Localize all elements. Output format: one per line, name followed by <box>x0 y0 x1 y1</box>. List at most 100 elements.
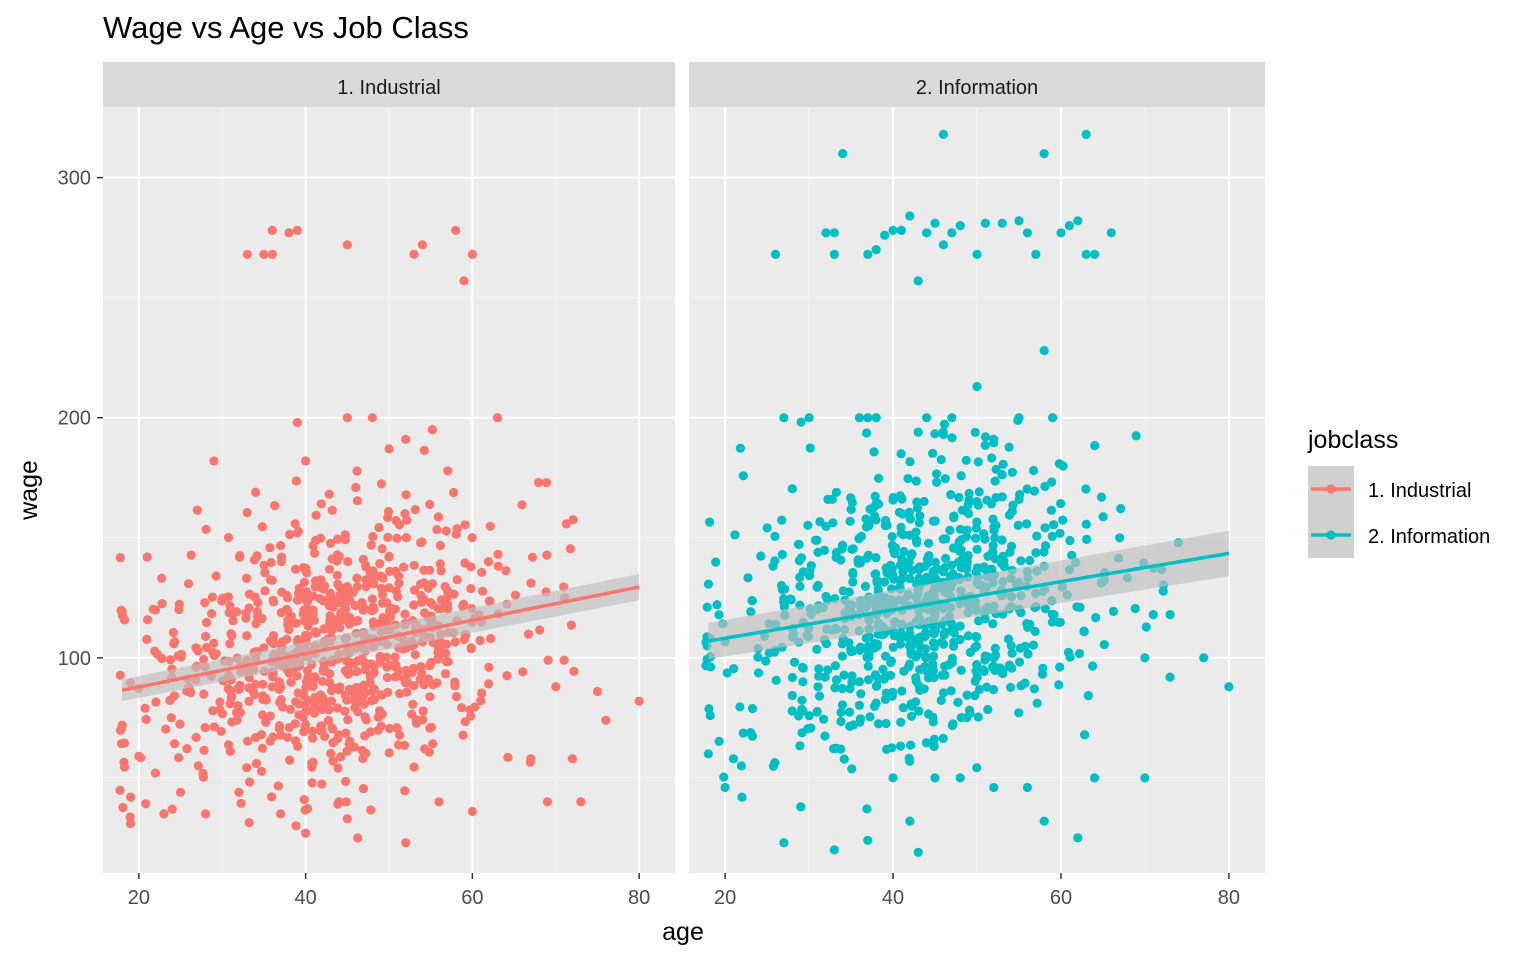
data-point <box>946 625 956 636</box>
data-point <box>869 447 879 457</box>
data-point <box>947 433 957 443</box>
data-point <box>409 762 419 772</box>
data-point <box>998 668 1008 679</box>
data-point <box>283 732 293 743</box>
data-point <box>873 719 884 729</box>
data-point <box>837 544 847 554</box>
data-point <box>973 712 983 722</box>
data-point <box>542 550 552 560</box>
data-point <box>888 687 898 698</box>
data-point <box>911 673 921 683</box>
data-point <box>441 526 451 536</box>
data-point <box>275 678 285 688</box>
data-point <box>251 758 261 769</box>
data-point <box>1007 663 1017 673</box>
data-point <box>714 610 724 620</box>
data-point <box>317 721 327 731</box>
data-point <box>905 457 915 467</box>
data-point <box>848 569 858 579</box>
data-point <box>965 647 975 658</box>
data-point <box>343 556 353 567</box>
data-point <box>225 639 235 649</box>
data-point <box>940 670 950 680</box>
data-point <box>1040 481 1050 491</box>
data-point <box>837 683 847 694</box>
data-point <box>1082 534 1092 545</box>
data-point <box>167 804 177 814</box>
data-point <box>324 677 334 687</box>
legend-entry-label: 2. Information <box>1368 526 1490 548</box>
data-point <box>929 741 939 752</box>
data-point <box>938 429 949 440</box>
data-point <box>770 531 780 542</box>
data-point <box>367 594 377 604</box>
data-point <box>451 225 461 235</box>
data-point <box>384 723 395 734</box>
data-point <box>705 710 715 721</box>
data-point <box>796 417 806 427</box>
data-point <box>730 530 740 540</box>
y-tick-label: 100 <box>58 648 91 670</box>
chart-title: Wage vs Age vs Job Class <box>103 10 469 45</box>
data-point <box>779 413 789 423</box>
data-point <box>838 149 848 159</box>
data-point <box>234 787 244 797</box>
data-point <box>1022 228 1032 238</box>
data-point <box>225 699 235 709</box>
data-point <box>291 821 301 831</box>
data-point <box>1037 669 1048 679</box>
data-point <box>1014 413 1024 423</box>
data-point <box>191 643 201 653</box>
data-point <box>435 559 445 569</box>
facet-strip <box>689 62 1265 107</box>
data-point <box>350 616 360 626</box>
data-point <box>260 567 270 578</box>
data-point <box>896 528 906 538</box>
data-point <box>199 689 209 699</box>
data-point <box>1039 345 1049 356</box>
data-point <box>743 573 753 583</box>
data-point <box>360 665 370 675</box>
data-point <box>797 695 807 705</box>
data-point <box>299 605 309 615</box>
data-point <box>168 627 178 638</box>
data-point <box>242 631 252 641</box>
data-point <box>402 676 412 686</box>
data-point <box>335 590 345 600</box>
data-point <box>392 723 402 734</box>
data-point <box>375 559 385 569</box>
data-point <box>410 505 420 515</box>
data-point <box>847 671 857 681</box>
data-point <box>400 609 410 619</box>
data-point <box>374 522 384 533</box>
data-point <box>401 665 411 676</box>
data-point <box>175 787 186 797</box>
data-point <box>366 540 376 550</box>
data-point <box>249 690 260 700</box>
data-point <box>486 633 496 644</box>
data-point <box>719 772 729 782</box>
data-point <box>200 631 211 642</box>
data-point <box>394 578 404 589</box>
data-point <box>897 555 907 565</box>
data-point <box>845 721 855 732</box>
data-point <box>209 638 219 648</box>
data-point <box>862 652 872 662</box>
data-point <box>526 754 536 764</box>
data-point <box>360 712 370 722</box>
data-point <box>441 648 451 658</box>
data-point <box>285 529 295 540</box>
data-point <box>265 711 275 721</box>
data-point <box>359 699 369 709</box>
data-point <box>235 551 245 561</box>
data-point <box>391 586 401 596</box>
data-point <box>458 601 468 612</box>
data-point <box>945 525 955 535</box>
data-point <box>449 589 459 599</box>
data-point <box>292 671 302 681</box>
data-point <box>814 691 825 701</box>
data-point <box>395 689 405 699</box>
data-point <box>863 835 873 845</box>
data-point <box>1054 617 1064 627</box>
